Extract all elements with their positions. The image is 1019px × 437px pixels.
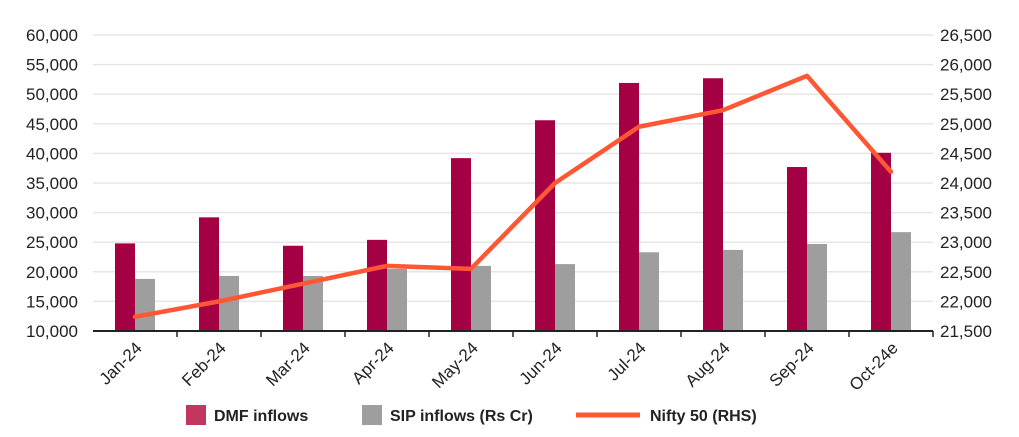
bar-sip: [387, 269, 407, 331]
y-right-tick-label: 26,000: [940, 56, 992, 75]
y-left-tick-label: 55,000: [26, 56, 78, 75]
bar-sip: [555, 264, 575, 331]
legend-label-sip: SIP inflows (Rs Cr): [390, 408, 533, 425]
legend-label-nifty: Nifty 50 (RHS): [650, 408, 757, 425]
bar-sip: [219, 276, 239, 331]
y-right-tick-label: 22,000: [940, 292, 992, 311]
bar-dmf: [871, 153, 891, 331]
bar-sip: [891, 232, 911, 331]
y-left-tick-label: 15,000: [26, 292, 78, 311]
x-tick-label: Oct-24e: [846, 338, 902, 394]
legend: DMF inflows SIP inflows (Rs Cr) Nifty 50…: [186, 405, 757, 425]
bar-sip: [639, 252, 659, 331]
legend-swatch-sip: [362, 405, 382, 425]
y-right-tick-label: 23,500: [940, 204, 992, 223]
x-axis: Jan-24 Feb-24 Mar-24 Apr-24 May-24 Jun-24 Jul-…: [93, 331, 933, 395]
y-left-tick-label: 60,000: [26, 26, 78, 45]
bar-sip: [807, 244, 827, 331]
bar-dmf: [115, 243, 135, 331]
bar-dmf: [619, 83, 639, 331]
bar-dmf: [199, 217, 219, 331]
y-left-tick-label: 50,000: [26, 85, 78, 104]
bar-dmf: [787, 167, 807, 331]
y-left-tick-label: 35,000: [26, 174, 78, 193]
y-right-tick-label: 21,500: [940, 322, 992, 341]
y-right-tick-label: 23,000: [940, 233, 992, 252]
bar-dmf: [451, 158, 471, 331]
x-tick-label: Aug-24: [682, 338, 734, 390]
y-right-tick-label: 24,000: [940, 174, 992, 193]
x-tick-label: Jun-24: [516, 338, 566, 388]
bar-sip: [471, 266, 491, 331]
bar-sip: [135, 279, 155, 331]
x-tick-label: Mar-24: [262, 338, 314, 390]
y-right-tick-label: 25,000: [940, 115, 992, 134]
y-right-tick-label: 24,500: [940, 144, 992, 163]
x-tick-label: Feb-24: [178, 338, 230, 390]
x-tick-label: May-24: [428, 338, 482, 392]
bar-sip: [723, 250, 743, 331]
nifty-line: [135, 76, 891, 317]
bar-dmf: [703, 78, 723, 331]
y-left-tick-label: 10,000: [26, 322, 78, 341]
left-axis: 10,000 15,000 20,000 25,000 30,000 35,000 40,0…: [26, 26, 78, 341]
legend-label-dmf: DMF inflows: [214, 408, 308, 425]
y-left-tick-label: 25,000: [26, 233, 78, 252]
y-right-tick-label: 22,500: [940, 263, 992, 282]
y-left-tick-label: 30,000: [26, 204, 78, 223]
y-right-tick-label: 25,500: [940, 85, 992, 104]
x-tick-label: Jan-24: [96, 338, 146, 388]
line-nifty: [135, 76, 891, 317]
y-left-tick-label: 20,000: [26, 263, 78, 282]
y-left-tick-label: 45,000: [26, 115, 78, 134]
right-axis: 21,500 22,000 22,500 23,000 23,500 24,000 24,5…: [940, 26, 992, 341]
legend-swatch-dmf: [186, 405, 206, 425]
x-tick-label: Apr-24: [348, 338, 398, 388]
bars: [115, 78, 911, 331]
bar-dmf: [535, 120, 555, 331]
x-tick-label: Sep-24: [766, 338, 818, 390]
y-right-tick-label: 26,500: [940, 26, 992, 45]
x-tick-label: Jul-24: [604, 338, 650, 384]
bar-dmf: [367, 240, 387, 331]
y-left-tick-label: 40,000: [26, 144, 78, 163]
